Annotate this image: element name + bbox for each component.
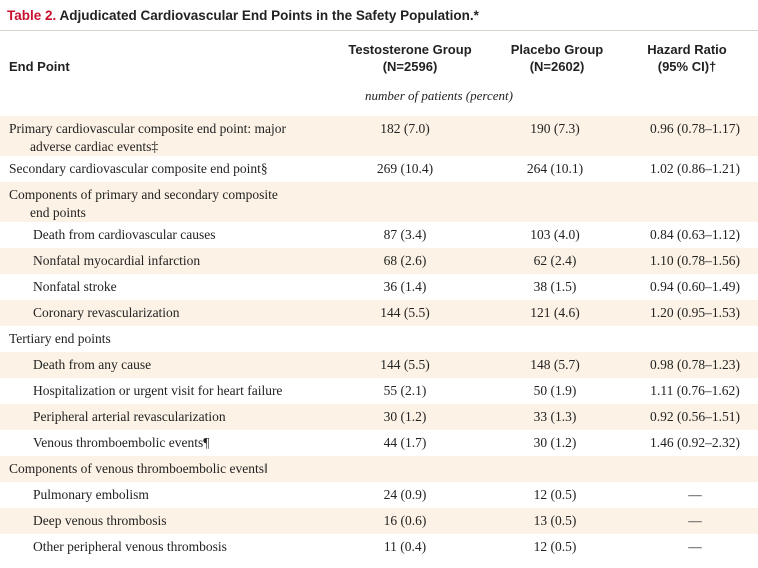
placebo-value: 148 (5.7) bbox=[530, 357, 580, 372]
row-label-line1: Components of primary and secondary comp… bbox=[9, 187, 278, 202]
header-placebo-n: (N=2602) bbox=[529, 59, 585, 74]
row-label: Nonfatal stroke bbox=[33, 279, 117, 294]
row-label: Secondary cardiovascular composite end p… bbox=[9, 161, 268, 176]
hazard-ratio-value: — bbox=[688, 539, 702, 554]
placebo-value: 33 (1.3) bbox=[533, 409, 577, 424]
table-row: Coronary revascularization 144 (5.5) 121… bbox=[0, 300, 758, 326]
table-row: Death from cardiovascular causes 87 (3.4… bbox=[0, 222, 758, 248]
hazard-ratio-value: 0.94 (0.60–1.49) bbox=[650, 279, 740, 294]
testosterone-value: 55 (2.1) bbox=[383, 383, 427, 398]
table-row: Tertiary end points bbox=[0, 326, 758, 352]
row-label: Deep venous thrombosis bbox=[33, 513, 167, 528]
testosterone-value: 24 (0.9) bbox=[383, 487, 427, 502]
testosterone-value: 16 (0.6) bbox=[383, 513, 427, 528]
row-label: Components of primary and secondary comp… bbox=[9, 186, 359, 222]
table-row: Components of primary and secondary comp… bbox=[0, 182, 758, 222]
table-row: Death from any cause 144 (5.5) 148 (5.7)… bbox=[0, 352, 758, 378]
header-testosterone-n: (N=2596) bbox=[382, 59, 438, 74]
row-label: Coronary revascularization bbox=[33, 305, 180, 320]
placebo-value: 62 (2.4) bbox=[533, 253, 577, 268]
testosterone-value: 44 (1.7) bbox=[383, 435, 427, 450]
table-number: Table 2. bbox=[7, 8, 57, 23]
row-label: Venous thromboembolic events¶ bbox=[33, 435, 210, 450]
hazard-ratio-value: 1.20 (0.95–1.53) bbox=[650, 305, 740, 320]
table-row: Pulmonary embolism 24 (0.9) 12 (0.5) — bbox=[0, 482, 758, 508]
placebo-value: 12 (0.5) bbox=[533, 487, 577, 502]
placebo-value: 13 (0.5) bbox=[533, 513, 577, 528]
header-end-point: End Point bbox=[9, 59, 70, 74]
row-label: Components of venous thromboembolic even… bbox=[9, 461, 268, 476]
header-placebo-name: Placebo Group bbox=[510, 42, 604, 57]
placebo-value: 190 (7.3) bbox=[530, 121, 580, 136]
placebo-value: 38 (1.5) bbox=[533, 279, 577, 294]
testosterone-value: 68 (2.6) bbox=[383, 253, 427, 268]
hazard-ratio-value: 1.10 (0.78–1.56) bbox=[650, 253, 740, 268]
row-label-line1: Primary cardiovascular composite end poi… bbox=[9, 121, 287, 136]
table-row: Nonfatal myocardial infarction 68 (2.6) … bbox=[0, 248, 758, 274]
hazard-ratio-value: — bbox=[688, 487, 702, 502]
row-label: Nonfatal myocardial infarction bbox=[33, 253, 201, 268]
placebo-value: 103 (4.0) bbox=[530, 227, 580, 242]
header-hazard-ratio-ci: (95% CI)† bbox=[657, 59, 717, 74]
row-label: Death from cardiovascular causes bbox=[33, 227, 216, 242]
testosterone-value: 30 (1.2) bbox=[383, 409, 427, 424]
header-testosterone-name: Testosterone Group bbox=[348, 42, 472, 57]
table-header: End Point Testosterone Group (N=2596) Pl… bbox=[0, 32, 758, 116]
hazard-ratio-value: 1.02 (0.86–1.21) bbox=[650, 161, 740, 176]
hazard-ratio-value: 0.96 (0.78–1.17) bbox=[650, 121, 740, 136]
header-hazard-ratio: Hazard Ratio (95% CI)† bbox=[612, 41, 758, 75]
placebo-value: 121 (4.6) bbox=[530, 305, 580, 320]
table-caption: Adjudicated Cardiovascular End Points in… bbox=[59, 8, 479, 23]
table-row: Nonfatal stroke 36 (1.4) 38 (1.5) 0.94 (… bbox=[0, 274, 758, 300]
table-body: Primary cardiovascular composite end poi… bbox=[0, 116, 758, 560]
header-hazard-ratio-name: Hazard Ratio bbox=[647, 42, 727, 57]
placebo-value: 264 (10.1) bbox=[526, 161, 584, 176]
placebo-value: 30 (1.2) bbox=[533, 435, 577, 450]
table-row: Components of venous thromboembolic even… bbox=[0, 456, 758, 482]
testosterone-value: 144 (5.5) bbox=[380, 357, 430, 372]
row-label-line2: end points bbox=[30, 205, 86, 220]
hazard-ratio-value: — bbox=[688, 513, 702, 528]
unit-label: number of patients (percent) bbox=[365, 88, 513, 103]
table-row: Peripheral arterial revascularization 30… bbox=[0, 404, 758, 430]
row-label: Tertiary end points bbox=[9, 331, 111, 346]
header-testosterone: Testosterone Group (N=2596) bbox=[335, 41, 485, 75]
hazard-ratio-value: 1.11 (0.76–1.62) bbox=[650, 383, 740, 398]
hazard-ratio-value: 0.92 (0.56–1.51) bbox=[650, 409, 740, 424]
table-row: Deep venous thrombosis 16 (0.6) 13 (0.5)… bbox=[0, 508, 758, 534]
table-row: Primary cardiovascular composite end poi… bbox=[0, 116, 758, 156]
row-label: Hospitalization or urgent visit for hear… bbox=[33, 383, 283, 398]
placebo-value: 12 (0.5) bbox=[533, 539, 577, 554]
testosterone-value: 182 (7.0) bbox=[380, 121, 430, 136]
table-title: Table 2. Adjudicated Cardiovascular End … bbox=[0, 0, 758, 31]
testosterone-value: 269 (10.4) bbox=[376, 161, 434, 176]
row-label: Pulmonary embolism bbox=[33, 487, 149, 502]
row-label: Other peripheral venous thrombosis bbox=[33, 539, 227, 554]
testosterone-value: 36 (1.4) bbox=[383, 279, 427, 294]
table-row: Hospitalization or urgent visit for hear… bbox=[0, 378, 758, 404]
row-label: Peripheral arterial revascularization bbox=[33, 409, 226, 424]
table-row: Secondary cardiovascular composite end p… bbox=[0, 156, 758, 182]
table-row: Other peripheral venous thrombosis 11 (0… bbox=[0, 534, 758, 560]
hazard-ratio-value: 0.84 (0.63–1.12) bbox=[650, 227, 740, 242]
testosterone-value: 144 (5.5) bbox=[380, 305, 430, 320]
hazard-ratio-value: 0.98 (0.78–1.23) bbox=[650, 357, 740, 372]
testosterone-value: 87 (3.4) bbox=[383, 227, 427, 242]
row-label: Death from any cause bbox=[33, 357, 152, 372]
table-row: Venous thromboembolic events¶ 44 (1.7) 3… bbox=[0, 430, 758, 456]
row-label: Primary cardiovascular composite end poi… bbox=[9, 120, 359, 156]
testosterone-value: 11 (0.4) bbox=[383, 539, 427, 554]
hazard-ratio-value: 1.46 (0.92–2.32) bbox=[650, 435, 740, 450]
placebo-value: 50 (1.9) bbox=[533, 383, 577, 398]
row-label-line2: adverse cardiac events‡ bbox=[30, 139, 159, 154]
header-placebo: Placebo Group (N=2602) bbox=[482, 41, 632, 75]
